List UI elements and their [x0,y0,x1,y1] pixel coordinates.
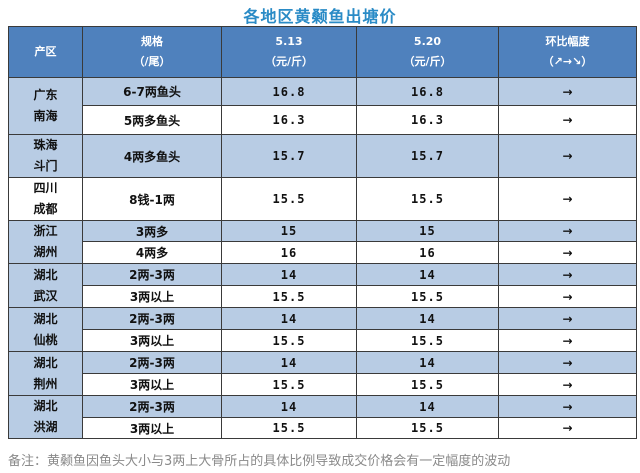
table-row: 3两以上 15.5 15.5 → [8,373,637,396]
region-cell: 湖北 武汉 [8,263,83,308]
price-5-20: 14 [356,351,499,374]
spec-cell: 5两多鱼头 [82,105,222,135]
table-row: 浙江 湖州 3两多 15 15 → [8,220,637,264]
header-date2: 5.20 （元/斤） [356,26,499,78]
arrow-right-icon: → [498,285,637,308]
spec-cell: 3两以上 [82,285,222,308]
price-5-20: 15.5 [356,177,499,221]
spec-cell: 3两多 [82,220,222,242]
footnote: 备注：黄颡鱼因鱼头大小与3两上大骨所占的具体比例导致成交价格会有一定幅度的波动 [8,454,511,469]
price-5-20: 16 [356,241,499,264]
price-5-20: 15 [356,220,499,242]
arrow-right-icon: → [498,307,637,330]
price-5-20: 14 [356,307,499,330]
page-title: 各地区黄颡鱼出塘价 [243,7,397,26]
spec-cell: 4两多 [82,241,222,264]
header-change: 环比幅度 （↗→↘） [498,26,637,78]
price-5-20: 15.5 [356,329,499,352]
spec-cell: 2两-3两 [82,395,222,418]
price-5-13: 15.5 [221,417,357,439]
region-cell: 浙江 湖州 [8,220,83,264]
price-5-20: 16.8 [356,77,499,106]
table-row: 湖北 武汉 2两-3两 14 14 → [8,263,637,308]
spec-cell: 3两以上 [82,329,222,352]
arrow-right-icon: → [498,351,637,374]
spec-cell: 8钱-1两 [82,177,222,221]
price-5-13: 15.5 [221,177,357,221]
spec-cell: 3两以上 [82,417,222,439]
table-row: 5两多鱼头 16.3 16.3 → [8,105,637,135]
price-5-13: 16.3 [221,105,357,135]
spec-cell: 2两-3两 [82,351,222,374]
price-5-13: 15 [221,220,357,242]
arrow-right-icon: → [498,105,637,135]
spec-cell: 4两多鱼头 [82,134,222,178]
table-row: 4两多 16 16 → [8,241,637,264]
price-5-20: 14 [356,263,499,286]
price-5-20: 15.5 [356,285,499,308]
price-5-13: 15.7 [221,134,357,178]
table-row: 广东 南海 6-7两鱼头 16.8 16.8 → [8,77,637,135]
region-cell: 珠海 斗门 [8,134,83,178]
spec-cell: 3两以上 [82,373,222,396]
price-5-13: 16 [221,241,357,264]
table-row: 3两以上 15.5 15.5 → [8,329,637,352]
price-5-20: 14 [356,395,499,418]
table-header-row: 产区 规格 （/尾） 5.13 （元/斤） 5.20 （元/斤） 环比幅度 （↗→↘） [8,26,637,78]
arrow-right-icon: → [498,329,637,352]
arrow-right-icon: → [498,220,637,242]
region-cell: 湖北 仙桃 [8,307,83,352]
arrow-right-icon: → [498,263,637,286]
header-spec: 规格 （/尾） [82,26,222,78]
arrow-right-icon: → [498,373,637,396]
arrow-right-icon: → [498,177,637,221]
table-row: 四川 成都 8钱-1两 15.5 15.5 → [8,177,637,221]
table-row: 湖北 仙桃 2两-3两 14 14 → [8,307,637,352]
price-5-13: 14 [221,307,357,330]
price-5-13: 15.5 [221,373,357,396]
region-cell: 湖北 洪湖 [8,395,83,439]
table-row: 珠海 斗门 4两多鱼头 15.7 15.7 → [8,134,637,178]
spec-cell: 2两-3两 [82,307,222,330]
spec-cell: 2两-3两 [82,263,222,286]
price-5-13: 16.8 [221,77,357,106]
arrow-right-icon: → [498,417,637,439]
arrow-right-icon: → [498,77,637,106]
header-date1: 5.13 （元/斤） [221,26,357,78]
price-5-20: 16.3 [356,105,499,135]
arrow-right-icon: → [498,395,637,418]
table-row: 湖北 荆州 2两-3两 14 14 → [8,351,637,396]
price-5-20: 15.5 [356,417,499,439]
price-table: 产区 规格 （/尾） 5.13 （元/斤） 5.20 （元/斤） 环比幅度 （↗→↘） … [8,26,637,439]
table-row: 湖北 洪湖 2两-3两 14 14 → [8,395,637,439]
spec-cell: 6-7两鱼头 [82,77,222,106]
region-cell: 广东 南海 [8,77,83,135]
header-region: 产区 [8,26,83,78]
price-5-13: 14 [221,263,357,286]
table-row: 3两以上 15.5 15.5 → [8,285,637,308]
table-row: 3两以上 15.5 15.5 → [8,417,637,439]
price-5-13: 14 [221,395,357,418]
price-5-20: 15.5 [356,373,499,396]
price-5-13: 14 [221,351,357,374]
price-5-13: 15.5 [221,285,357,308]
region-cell: 四川 成都 [8,177,83,221]
price-5-13: 15.5 [221,329,357,352]
region-cell: 湖北 荆州 [8,351,83,396]
arrow-right-icon: → [498,241,637,264]
price-5-20: 15.7 [356,134,499,178]
arrow-right-icon: → [498,134,637,178]
